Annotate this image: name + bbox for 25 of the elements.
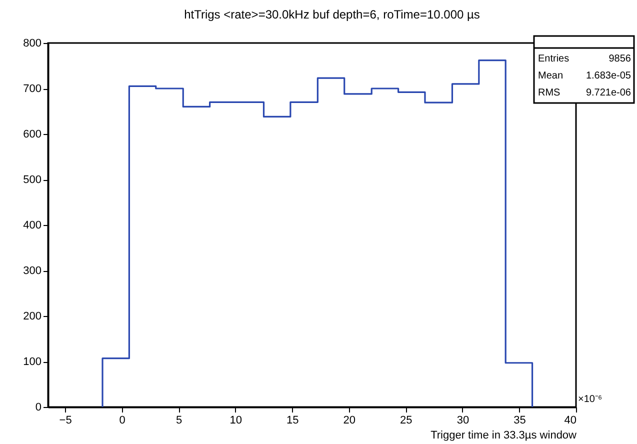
x-tick-label: 30 <box>456 414 470 426</box>
x-tick-label: 20 <box>343 414 356 426</box>
y-tick-label: 200 <box>23 310 42 322</box>
y-tick-label: 100 <box>23 356 42 368</box>
y-tick-label: 800 <box>23 38 42 50</box>
y-tick-label: 700 <box>23 83 42 95</box>
text: Entries 9856 <box>538 54 631 64</box>
y-tick-label: 300 <box>23 265 42 277</box>
y-tick-label: 600 <box>23 128 42 140</box>
x-tick-label: 10 <box>230 414 242 426</box>
chart-title: htTrigs <rate>=30.0kHz buf depth=6, roTime=10.000 µs <box>184 7 480 22</box>
x-tick-label: 15 <box>286 414 299 426</box>
text: RMS 9.721e-06 <box>538 88 631 98</box>
x-tick-label: 35 <box>514 414 526 426</box>
y-tick-label: 400 <box>23 220 42 232</box>
text: ×10⁻⁶ <box>578 394 602 405</box>
y-tick-label: 0 <box>35 402 42 414</box>
x-axis-title: Trigger time in 33.3µs window <box>430 430 577 442</box>
x-tick-label: 0 <box>119 414 126 426</box>
x-tick-label: 5 <box>176 414 182 426</box>
x-tick-label: −5 <box>59 414 72 426</box>
x-tick-label: 25 <box>400 414 412 426</box>
y-tick-label: 500 <box>23 174 42 186</box>
text: Mean 1.683e-05 <box>538 70 631 82</box>
x-tick-label: 40 <box>564 414 576 426</box>
